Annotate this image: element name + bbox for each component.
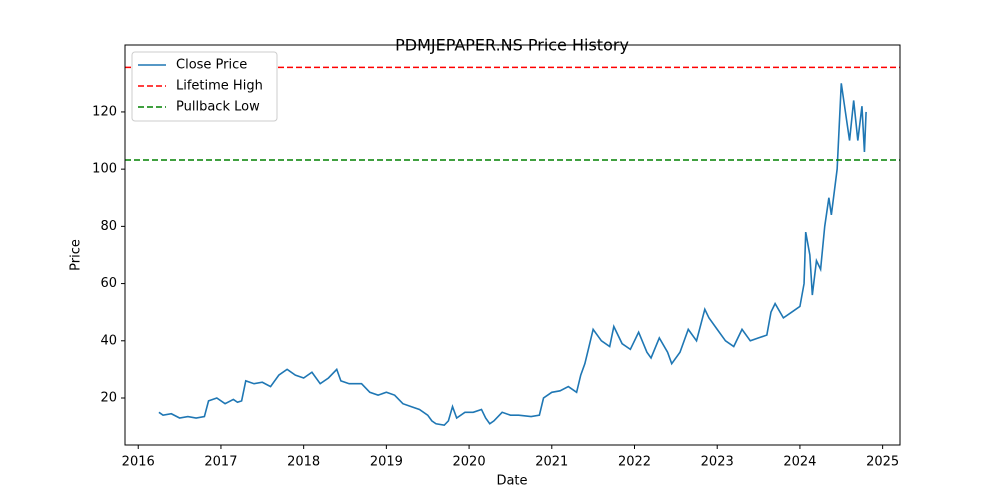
x-tick-label: 2023: [701, 455, 734, 470]
y-tick-label: 40: [100, 333, 117, 348]
plot-frame: [124, 44, 901, 446]
x-axis-label: Date: [496, 474, 527, 489]
y-tick-label: 20: [100, 391, 117, 406]
y-tick-label: 60: [100, 276, 117, 291]
legend-label: Lifetime High: [176, 79, 263, 94]
legend-box: [131, 51, 278, 122]
x-tick-label: 2016: [122, 455, 155, 470]
x-tick-label: 2024: [783, 455, 816, 470]
y-tick-label: 100: [92, 162, 117, 177]
x-tick-label: 2018: [287, 455, 320, 470]
legend-label: Close Price: [176, 58, 247, 73]
x-tick-label: 2021: [535, 455, 568, 470]
y-axis-label: Price: [69, 239, 84, 271]
legend-label: Pullback Low: [176, 100, 260, 115]
x-tick-label: 2020: [453, 455, 486, 470]
price-line: [158, 83, 867, 427]
x-tick-label: 2019: [370, 455, 403, 470]
x-tick-label: 2017: [204, 455, 237, 470]
y-tick-label: 120: [92, 104, 117, 119]
x-tick-label: 2025: [866, 455, 899, 470]
y-tick-label: 80: [100, 219, 117, 234]
x-tick-label: 2022: [618, 455, 651, 470]
